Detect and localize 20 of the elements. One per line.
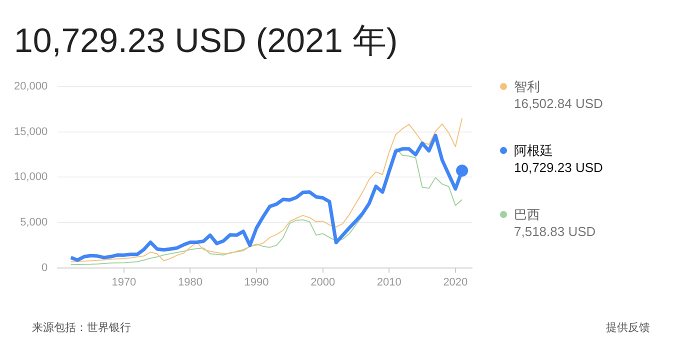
legend-label: 智利 bbox=[514, 78, 541, 95]
text: 16,502.84 USD bbox=[514, 95, 604, 112]
x-tick-label: 2000 bbox=[310, 276, 336, 288]
y-tick-label: 5,000 bbox=[20, 216, 48, 229]
text: 提供反馈 bbox=[606, 321, 650, 335]
y-tick-label: 20,000 bbox=[14, 80, 48, 93]
legend-label: 巴西 bbox=[514, 206, 541, 223]
legend-label: 阿根廷 bbox=[514, 142, 554, 159]
x-tick-label: 1980 bbox=[178, 276, 202, 288]
y-tick-label: 10,000 bbox=[14, 171, 48, 184]
text: 来源包括：世界银行 bbox=[32, 321, 131, 335]
x-tick-label: 2010 bbox=[376, 276, 402, 288]
y-tick-label: 0 bbox=[42, 262, 48, 274]
text: 10,729.23 USD bbox=[514, 159, 604, 176]
y-tick-label: 15,000 bbox=[14, 126, 48, 138]
x-tick-label: 2020 bbox=[443, 276, 468, 288]
x-tick-label: 1990 bbox=[244, 276, 269, 288]
x-tick-label: 1970 bbox=[112, 276, 136, 288]
chart-title: 10,729.23 USD (2021 年) bbox=[14, 21, 398, 62]
text: 7,518.83 USD bbox=[514, 223, 597, 240]
